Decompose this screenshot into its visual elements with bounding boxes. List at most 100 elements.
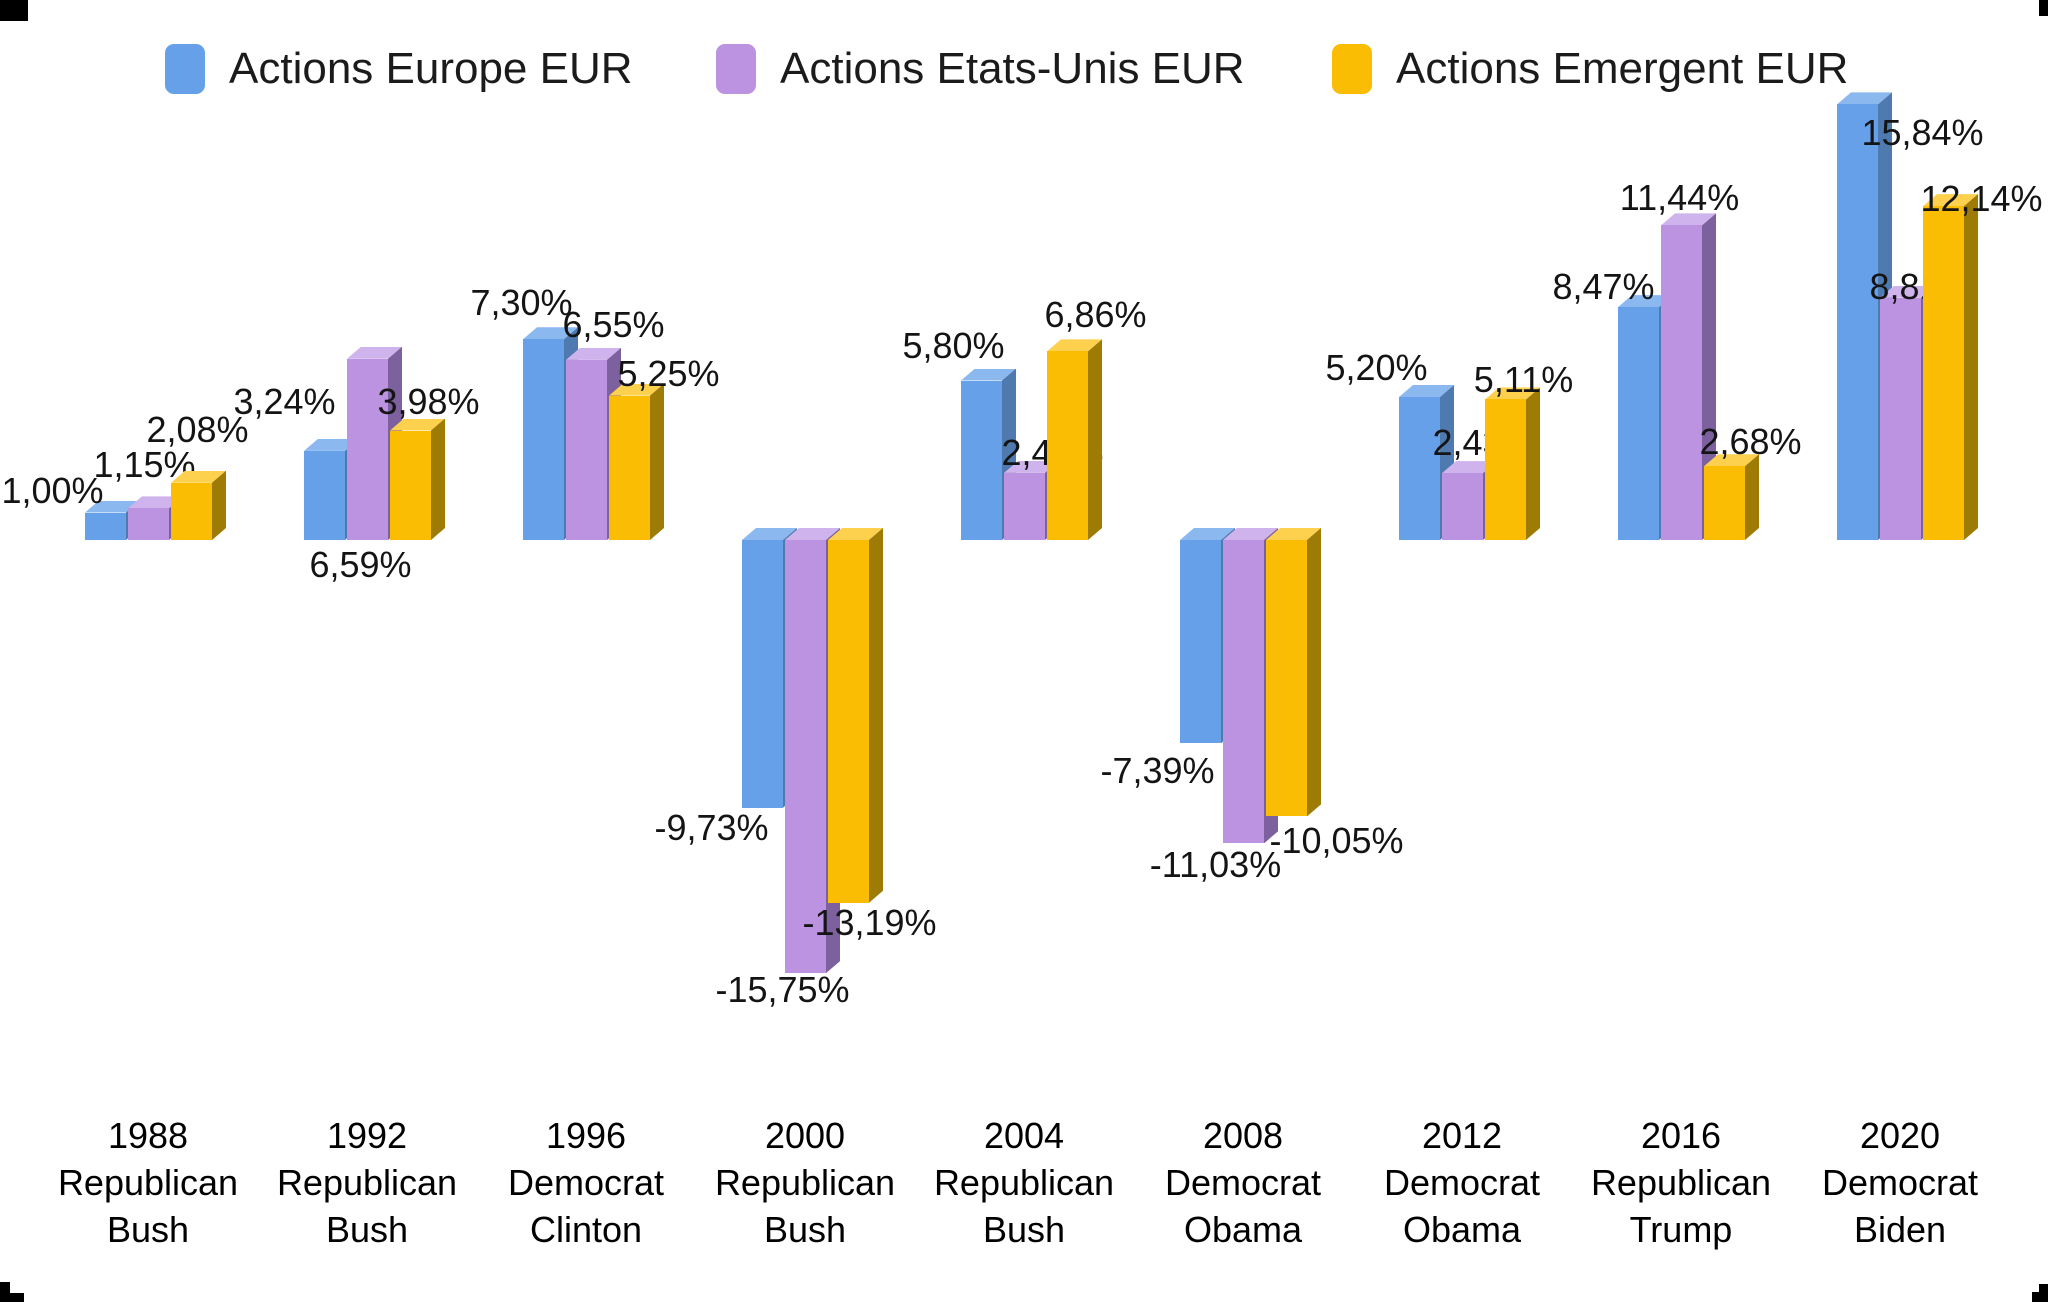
bar-top-face — [1618, 295, 1673, 307]
bar-top-face — [828, 528, 883, 540]
bar-2008-series-3 — [1266, 540, 1307, 817]
category-president: Biden — [1853, 1209, 1947, 1250]
category-year: 2012 — [1421, 1115, 1503, 1156]
crop-mark-bottom-right — [2032, 1292, 2048, 1302]
value-label: -7,39% — [1100, 750, 1215, 792]
category-year: 2016 — [1640, 1115, 1722, 1156]
bar-top-face — [128, 496, 183, 508]
bar-top-face — [785, 528, 840, 540]
category-party: Republican — [933, 1162, 1115, 1203]
bar-side-face — [1526, 387, 1540, 540]
value-label: 15,84% — [1861, 112, 1984, 154]
bar-top-face — [566, 348, 621, 360]
bar-top-face — [961, 369, 1016, 381]
category-party: Republican — [1590, 1162, 1772, 1203]
bar-1996-series-2 — [566, 359, 607, 540]
bar-2016-series-3 — [1704, 466, 1745, 540]
bar-1988-series-2 — [128, 508, 169, 540]
bar-top-face — [1880, 286, 1935, 298]
bar-1992-series-2 — [347, 358, 388, 540]
value-label: 2,08% — [146, 408, 249, 450]
category-president: Bush — [982, 1209, 1066, 1250]
value-label: 6,86% — [1044, 294, 1147, 336]
bar-2000-series-2 — [785, 540, 826, 974]
bar-top-face — [1399, 385, 1454, 397]
bar-1996-series-3 — [609, 395, 650, 540]
legend-label: Actions Europe EUR — [229, 44, 633, 93]
bar-top-face — [1047, 339, 1102, 351]
value-label: 6,55% — [562, 303, 665, 345]
category-party: Republican — [57, 1162, 239, 1203]
category-year: 1996 — [545, 1115, 627, 1156]
category-party: Republican — [714, 1162, 896, 1203]
legend-item-actions-etats-unis: Actions Etats-Unis EUR — [716, 42, 1245, 96]
category-president: Bush — [106, 1209, 190, 1250]
bar-2012-series-1 — [1399, 397, 1440, 540]
category-label-2016: 2016 Republican Trump — [1541, 1112, 1821, 1253]
bar-side-face — [1088, 339, 1102, 540]
category-year: 2020 — [1859, 1115, 1941, 1156]
value-label: 5,20% — [1325, 347, 1428, 388]
value-label: 11,44% — [1619, 177, 1740, 219]
value-label: 3,98% — [377, 380, 480, 422]
bar-2000-series-3 — [828, 540, 869, 903]
category-label-1992: 1992 Republican Bush — [227, 1112, 507, 1253]
bar-2016-series-2 — [1661, 225, 1702, 540]
category-label-1988: 1988 Republican Bush — [8, 1112, 288, 1253]
category-year: 1992 — [326, 1115, 408, 1156]
legend-swatch-icon — [1332, 44, 1372, 94]
value-label: -15,75% — [715, 969, 850, 1011]
bar-2020-series-3 — [1923, 206, 1964, 540]
bar-side-face — [1702, 213, 1716, 540]
bar-side-face — [1964, 194, 1978, 540]
category-president: Obama — [1183, 1209, 1303, 1250]
category-label-1996: 1996 Democrat Clinton — [446, 1112, 726, 1253]
bar-top-face — [1704, 454, 1759, 466]
category-party: Democrat — [1383, 1162, 1541, 1203]
category-year: 2004 — [983, 1115, 1065, 1156]
value-label: 3,24% — [233, 380, 336, 422]
bar-top-face — [1837, 92, 1892, 104]
bar-top-face — [1923, 194, 1978, 206]
value-label: 5,11% — [1473, 359, 1574, 401]
bar-top-face — [1004, 461, 1059, 473]
bar-2004-series-2 — [1004, 472, 1045, 540]
bar-side-face — [1307, 528, 1321, 816]
bar-top-face — [1442, 461, 1497, 473]
value-label: 1,00% — [1, 469, 104, 511]
bar-top-face — [609, 384, 664, 396]
bar-2004-series-3 — [1047, 351, 1088, 540]
bar-2008-series-2 — [1223, 540, 1264, 844]
value-label: 7,30% — [470, 282, 573, 324]
value-label: 2,68% — [1699, 421, 1802, 463]
bar-top-face — [1266, 528, 1321, 540]
bar-side-face — [1745, 454, 1759, 540]
category-label-2012: 2012 Democrat Obama — [1322, 1112, 1602, 1253]
bar-top-face — [85, 501, 140, 513]
bar-top-face — [742, 528, 797, 540]
bar-2000-series-1 — [742, 540, 783, 808]
category-year: 1988 — [107, 1115, 189, 1156]
crop-mark-top-left — [0, 0, 28, 21]
crop-mark-bottom-left — [0, 1282, 10, 1302]
category-party: Republican — [276, 1162, 458, 1203]
bar-top-face — [1485, 387, 1540, 399]
value-label: 5,25% — [617, 352, 720, 394]
category-label-2020: 2020 Democrat Biden — [1760, 1112, 2040, 1253]
bar-2008-series-1 — [1180, 540, 1221, 744]
bar-1988-series-3 — [171, 482, 212, 540]
bar-top-face — [1661, 213, 1716, 225]
bar-top-face — [390, 419, 445, 431]
value-label: 8,47% — [1552, 266, 1655, 308]
bar-top-face — [1180, 528, 1235, 540]
category-label-2000: 2000 Republican Bush — [665, 1112, 945, 1253]
value-label: 12,14% — [1920, 178, 2043, 220]
bar-2016-series-1 — [1618, 307, 1659, 540]
bar-top-face — [171, 471, 226, 483]
bar-top-face — [523, 327, 578, 339]
category-label-2008: 2008 Democrat Obama — [1103, 1112, 1383, 1253]
bar-1988-series-1 — [85, 512, 126, 540]
category-year: 2008 — [1202, 1115, 1284, 1156]
category-president: Obama — [1402, 1209, 1522, 1250]
